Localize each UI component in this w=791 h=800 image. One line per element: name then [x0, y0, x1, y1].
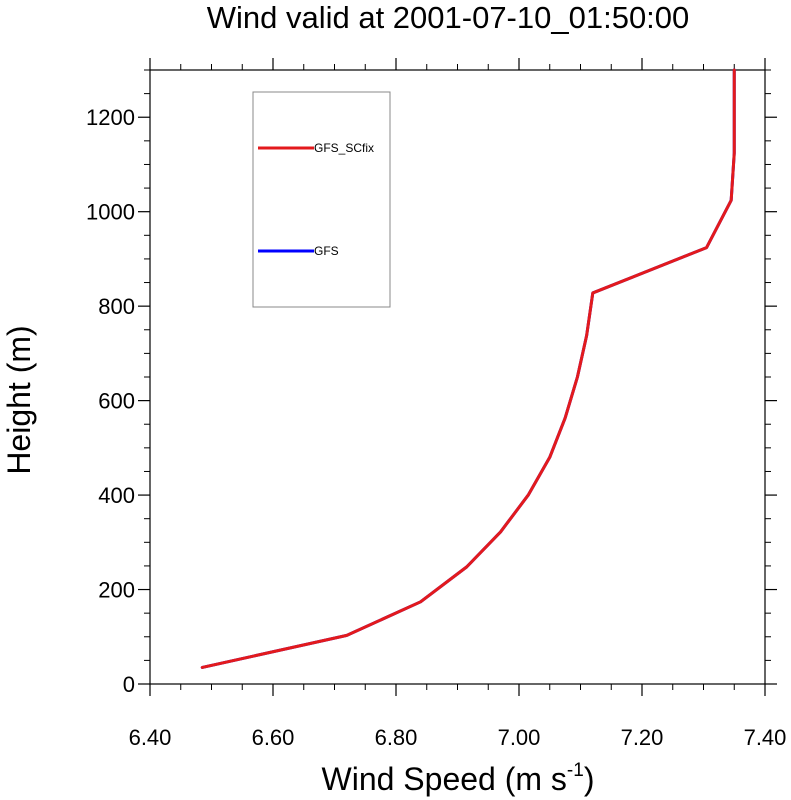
- y-tick-label: 1000: [86, 200, 135, 225]
- x-tick-label: 6.40: [129, 725, 172, 750]
- y-tick-label: 400: [98, 483, 135, 508]
- series-layer: [200, 68, 736, 669]
- y-tick-label: 1200: [86, 105, 135, 130]
- x-axis-label-main: Wind Speed (m s: [322, 761, 567, 797]
- series-line-gfs-scfix: [200, 68, 736, 669]
- legend-box: [252, 91, 391, 308]
- legend-label-gfs-scfix: GFS_SCfix: [314, 141, 374, 155]
- x-tick-label: 7.40: [744, 725, 787, 750]
- y-tick-label: 800: [98, 294, 135, 319]
- chart-title: Wind valid at 2001-07-10_01:50:00: [207, 0, 690, 35]
- y-tick-label: 600: [98, 389, 135, 414]
- plot-frame: [149, 69, 766, 685]
- y-axis-label: Height (m): [1, 325, 37, 474]
- x-axis-label-superscript: -1: [567, 760, 584, 781]
- x-tick-label: 7.20: [621, 725, 664, 750]
- x-tick-label: 7.00: [498, 725, 541, 750]
- legend-label-gfs: GFS: [314, 244, 339, 258]
- y-tick-label: 0: [123, 672, 135, 697]
- legend: GFS_SCfix GFS: [252, 91, 391, 308]
- axis-ticks: 6.40 6.60 6.80 7.00 7.20 7.40 0 200 400 600 800 100…: [86, 58, 786, 750]
- y-tick-label: 200: [98, 578, 135, 603]
- x-axis-label: Wind Speed (m s-1): [322, 760, 595, 797]
- x-tick-label: 6.60: [252, 725, 295, 750]
- x-axis-label-tail: ): [584, 761, 595, 797]
- x-tick-label: 6.80: [375, 725, 418, 750]
